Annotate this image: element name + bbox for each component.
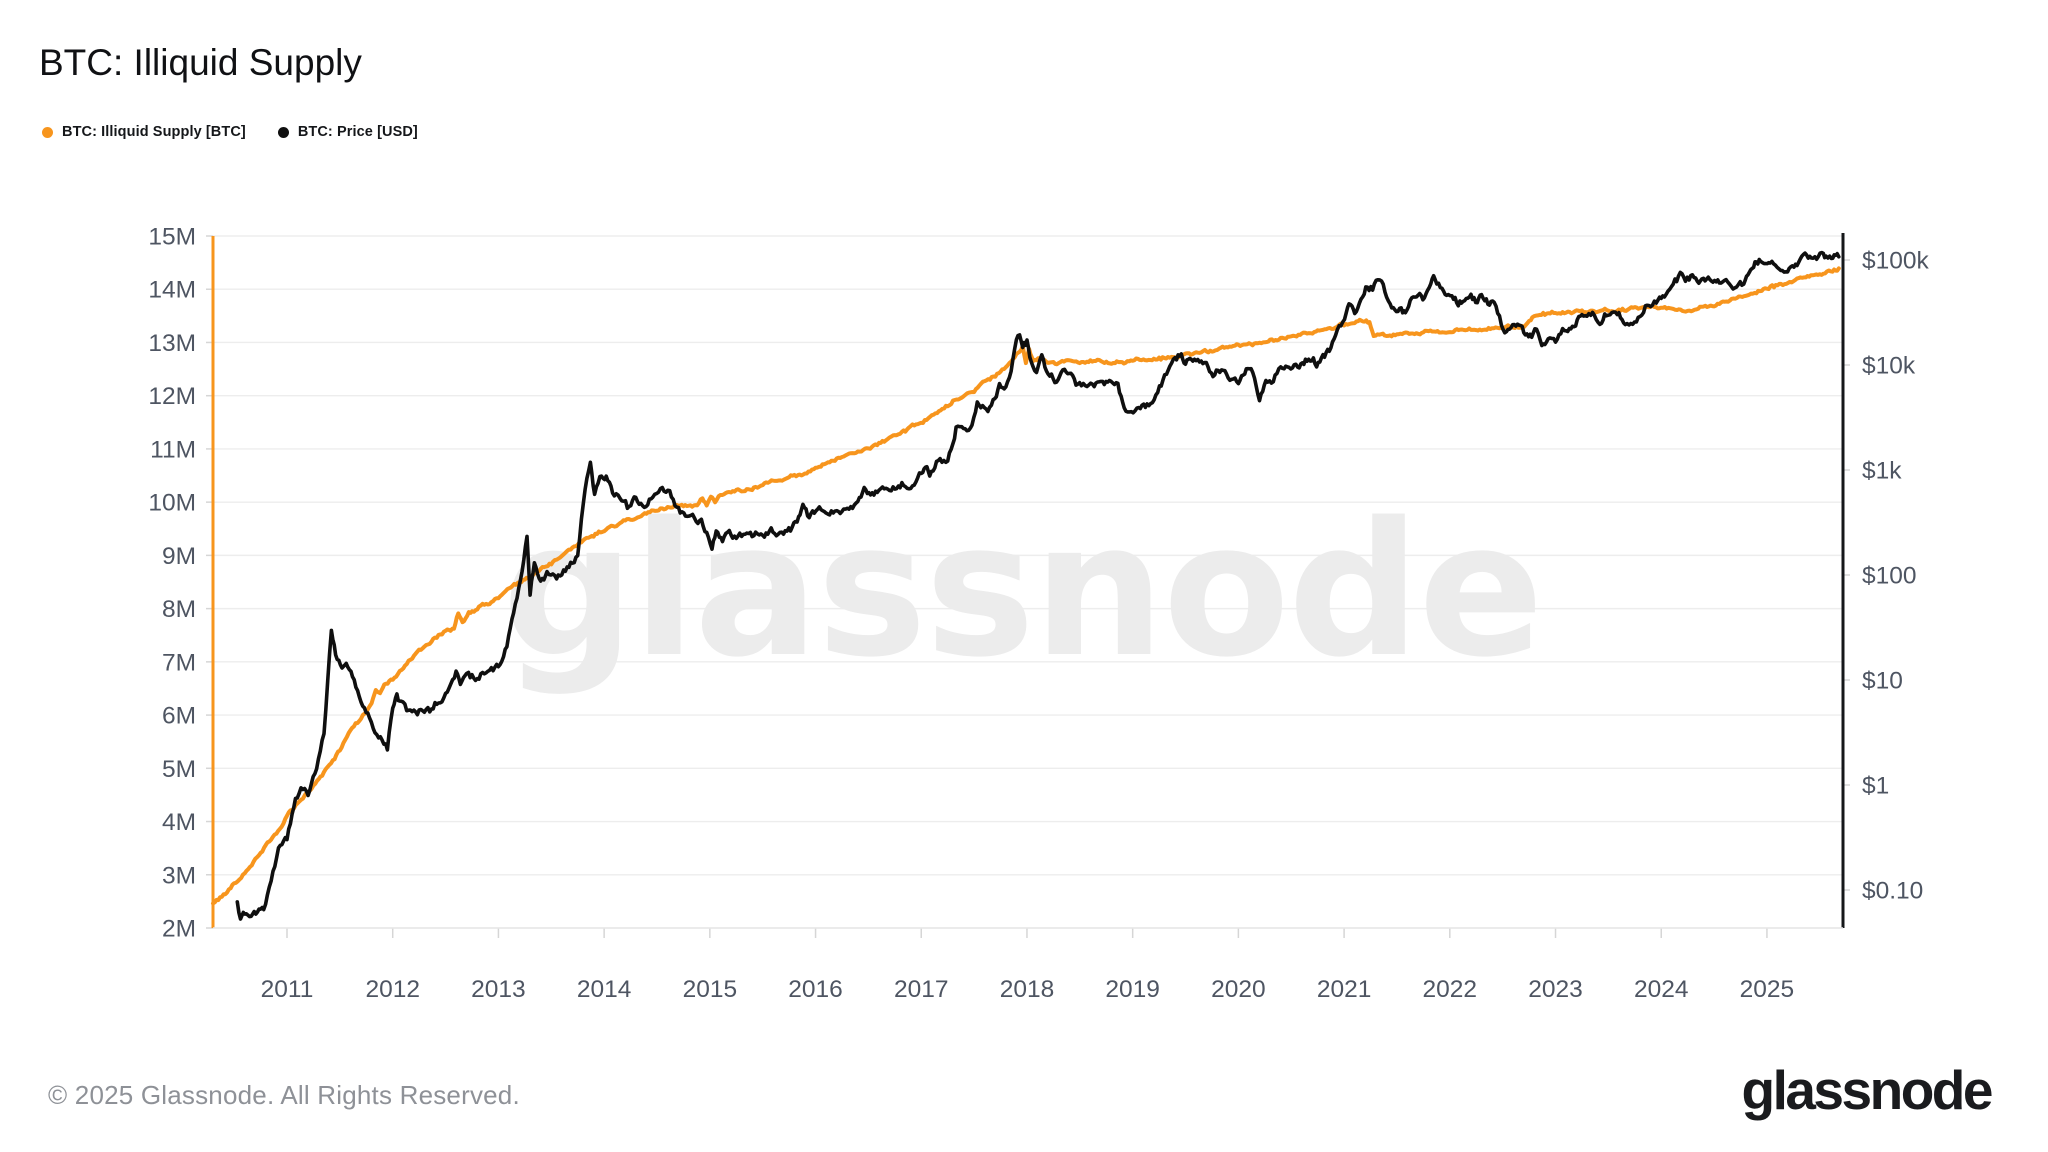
svg-text:7M: 7M	[162, 649, 196, 676]
svg-text:$10: $10	[1862, 668, 1903, 695]
svg-text:2014: 2014	[577, 976, 632, 1003]
legend-item-price[interactable]: BTC: Price [USD]	[277, 124, 418, 140]
legend-item-label: BTC: Illiquid Supply [BTC]	[62, 124, 246, 140]
right-axis-labels: $100k $10k $1k $100 $10 $1 $0.10	[1862, 248, 1930, 905]
svg-text:2015: 2015	[683, 976, 738, 1003]
svg-text:2024: 2024	[1634, 976, 1689, 1003]
price-line	[235, 250, 1841, 921]
svg-text:4M: 4M	[162, 809, 196, 836]
legend-item-illiquid-supply[interactable]: BTC: Illiquid Supply [BTC]	[42, 124, 246, 140]
svg-text:$1k: $1k	[1862, 458, 1902, 485]
svg-text:2012: 2012	[365, 976, 420, 1003]
svg-text:2M: 2M	[162, 916, 196, 943]
svg-text:2025: 2025	[1740, 976, 1795, 1003]
svg-text:2017: 2017	[894, 976, 949, 1003]
svg-text:2013: 2013	[471, 976, 526, 1003]
gridlines	[213, 235, 1843, 929]
legend: BTC: Illiquid Supply [BTC] BTC: Price [U…	[42, 124, 418, 140]
series-dot-icon	[277, 126, 289, 138]
svg-text:13M: 13M	[148, 330, 196, 357]
svg-text:2018: 2018	[1000, 976, 1055, 1003]
legend-item-label: BTC: Price [USD]	[297, 124, 418, 140]
svg-text:9M: 9M	[162, 543, 196, 570]
svg-text:12M: 12M	[148, 383, 196, 410]
svg-text:$0.10: $0.10	[1862, 878, 1923, 905]
svg-text:2021: 2021	[1317, 976, 1372, 1003]
svg-text:2016: 2016	[788, 976, 843, 1003]
glassnode-logo[interactable]: glassnode	[1741, 1059, 1993, 1121]
svg-text:$100: $100	[1862, 563, 1917, 590]
x-axis-labels: 2011 2012 2013 2014 2015 2016 2017 2018 2019 2020…	[261, 976, 1795, 1003]
svg-text:$10k: $10k	[1862, 353, 1916, 380]
page-title: BTC: Illiquid Supply	[39, 42, 362, 83]
copyright-text: © 2025 Glassnode. All Rights Reserved.	[48, 1080, 520, 1110]
svg-text:$1: $1	[1862, 773, 1889, 800]
svg-text:3M: 3M	[162, 862, 196, 889]
svg-text:5M: 5M	[162, 756, 196, 783]
svg-text:14M: 14M	[148, 277, 196, 304]
svg-text:11M: 11M	[150, 436, 196, 463]
svg-text:2022: 2022	[1423, 976, 1478, 1003]
watermark: glassnode	[502, 482, 1542, 698]
svg-text:6M: 6M	[162, 703, 196, 730]
left-axis-labels: 15M 14M 13M 12M 11M 10M 9M 8M 7M 6M 5M 4M 3M 2M	[148, 224, 196, 943]
svg-text:2023: 2023	[1528, 976, 1583, 1003]
svg-text:15M: 15M	[148, 224, 196, 251]
svg-text:2019: 2019	[1105, 976, 1160, 1003]
svg-text:2011: 2011	[261, 976, 314, 1003]
svg-text:2020: 2020	[1211, 976, 1266, 1003]
svg-text:10M: 10M	[148, 490, 196, 517]
svg-text:8M: 8M	[162, 596, 196, 623]
series-dot-icon	[42, 126, 53, 138]
svg-text:$100k: $100k	[1862, 248, 1930, 275]
